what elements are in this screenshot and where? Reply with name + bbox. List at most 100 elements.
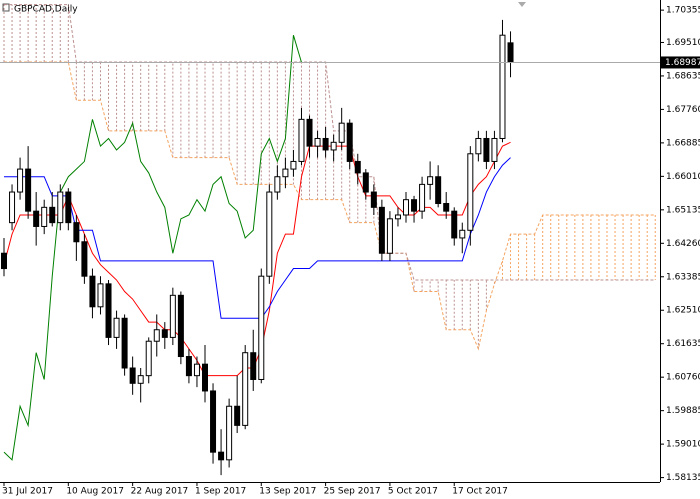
candle-body: [226, 405, 233, 461]
candle-body: [386, 218, 393, 254]
candle-body: [467, 153, 474, 231]
candle-body: [419, 183, 426, 212]
candle-body: [193, 363, 200, 377]
candle-body: [258, 275, 265, 380]
candle-body: [266, 191, 273, 277]
candle-body: [33, 210, 40, 227]
y-tick-label: 1.68635: [666, 71, 700, 81]
candle-body: [145, 340, 152, 377]
candle-body: [1, 252, 7, 270]
candle-body: [346, 122, 353, 162]
indicator-line: [4, 157, 511, 319]
candle-body: [41, 206, 48, 227]
span-b-line: [4, 4, 656, 281]
candle-body: [483, 137, 490, 162]
y-tick-label: 1.59885: [666, 406, 700, 416]
candle-body: [129, 367, 136, 384]
candle-body: [403, 199, 409, 216]
candle-body: [394, 214, 401, 220]
plot-area: [1, 4, 656, 476]
y-tick-label: 1.59010: [666, 440, 700, 450]
candle-body: [57, 191, 64, 224]
candle-body: [210, 390, 217, 453]
indicator-line: [3, 35, 302, 461]
candle-body: [378, 206, 385, 254]
x-tick-label: 25 Sep 2017: [324, 487, 381, 497]
y-tick-label: 1.62510: [666, 306, 700, 316]
candle-body: [298, 118, 305, 162]
candle-body: [17, 168, 24, 193]
current-price-box: [661, 56, 700, 69]
candle-body: [443, 203, 450, 212]
symbol-icon: [2, 3, 10, 12]
candle-body: [185, 356, 192, 377]
candle-body: [411, 199, 418, 212]
y-tick-label: 1.60760: [666, 373, 700, 383]
candle-body: [322, 137, 329, 151]
x-tick-label: 13 Sep 2017: [259, 487, 316, 497]
candle-body: [314, 137, 321, 147]
candle-body: [354, 160, 361, 174]
candle-body: [435, 176, 442, 205]
y-tick-label: 1.69510: [666, 38, 700, 48]
candle-body: [97, 283, 104, 308]
candle-body: [121, 317, 128, 369]
y-tick-label: 1.65135: [666, 205, 700, 215]
candle-body: [137, 375, 144, 384]
y-tick-label: 1.63385: [666, 272, 700, 282]
candle-body: [153, 329, 160, 342]
candle-body: [499, 34, 506, 139]
x-tick-label: 10 Aug 2017: [66, 487, 124, 497]
y-tick-label: 1.66010: [666, 172, 700, 182]
indicator-line: [3, 141, 511, 377]
candle-body: [330, 141, 337, 151]
y-tick-label: 1.61635: [666, 339, 700, 349]
candle-body: [65, 191, 72, 224]
candle-body: [451, 210, 458, 239]
candle-body: [234, 405, 241, 426]
y-tick-label: 1.64260: [666, 239, 700, 249]
candle-body: [113, 317, 120, 338]
candle-body: [362, 172, 369, 193]
span-a-line: [4, 61, 656, 351]
candle-body: [274, 176, 281, 193]
candle-body: [202, 363, 208, 392]
x-tick-label: 17 Oct 2017: [452, 487, 508, 497]
y-tick-label: 1.70355: [666, 6, 700, 16]
x-tick-label: 1 Sep 2017: [195, 487, 246, 497]
chart-title: GBPCAD,Daily: [14, 5, 78, 15]
candle-body: [306, 118, 313, 147]
candle-body: [427, 176, 434, 185]
candle-body: [459, 229, 466, 239]
candle-body: [73, 222, 80, 243]
candle-body: [290, 160, 297, 170]
candle-body: [89, 275, 96, 308]
candle-body: [105, 283, 112, 338]
candle-body: [9, 191, 16, 224]
candle-body: [49, 206, 56, 224]
candle-body: [161, 329, 168, 338]
candle-body: [81, 241, 88, 277]
candle-body: [169, 294, 176, 338]
candle-body: [370, 191, 377, 208]
y-tick-label: 1.66885: [666, 138, 700, 148]
y-tick-label: 1.67760: [666, 105, 700, 115]
candle-body: [507, 42, 514, 63]
candle-body: [250, 352, 257, 380]
x-tick-label: 5 Oct 2017: [388, 487, 438, 497]
candle-body: [475, 137, 482, 155]
candle-body: [338, 122, 345, 143]
candle-body: [218, 451, 225, 461]
current-price-label: 1.68987: [665, 58, 700, 68]
x-tick-label: 22 Aug 2017: [131, 487, 189, 497]
candle-body: [491, 137, 498, 162]
candle-body: [242, 352, 249, 426]
candle-body: [282, 168, 289, 178]
y-tick-label: 1.58135: [666, 473, 700, 483]
candle-body: [25, 168, 32, 212]
candle-body: [177, 294, 184, 358]
shift-marker: [518, 2, 526, 7]
x-tick-label: 31 Jul 2017: [2, 487, 53, 497]
